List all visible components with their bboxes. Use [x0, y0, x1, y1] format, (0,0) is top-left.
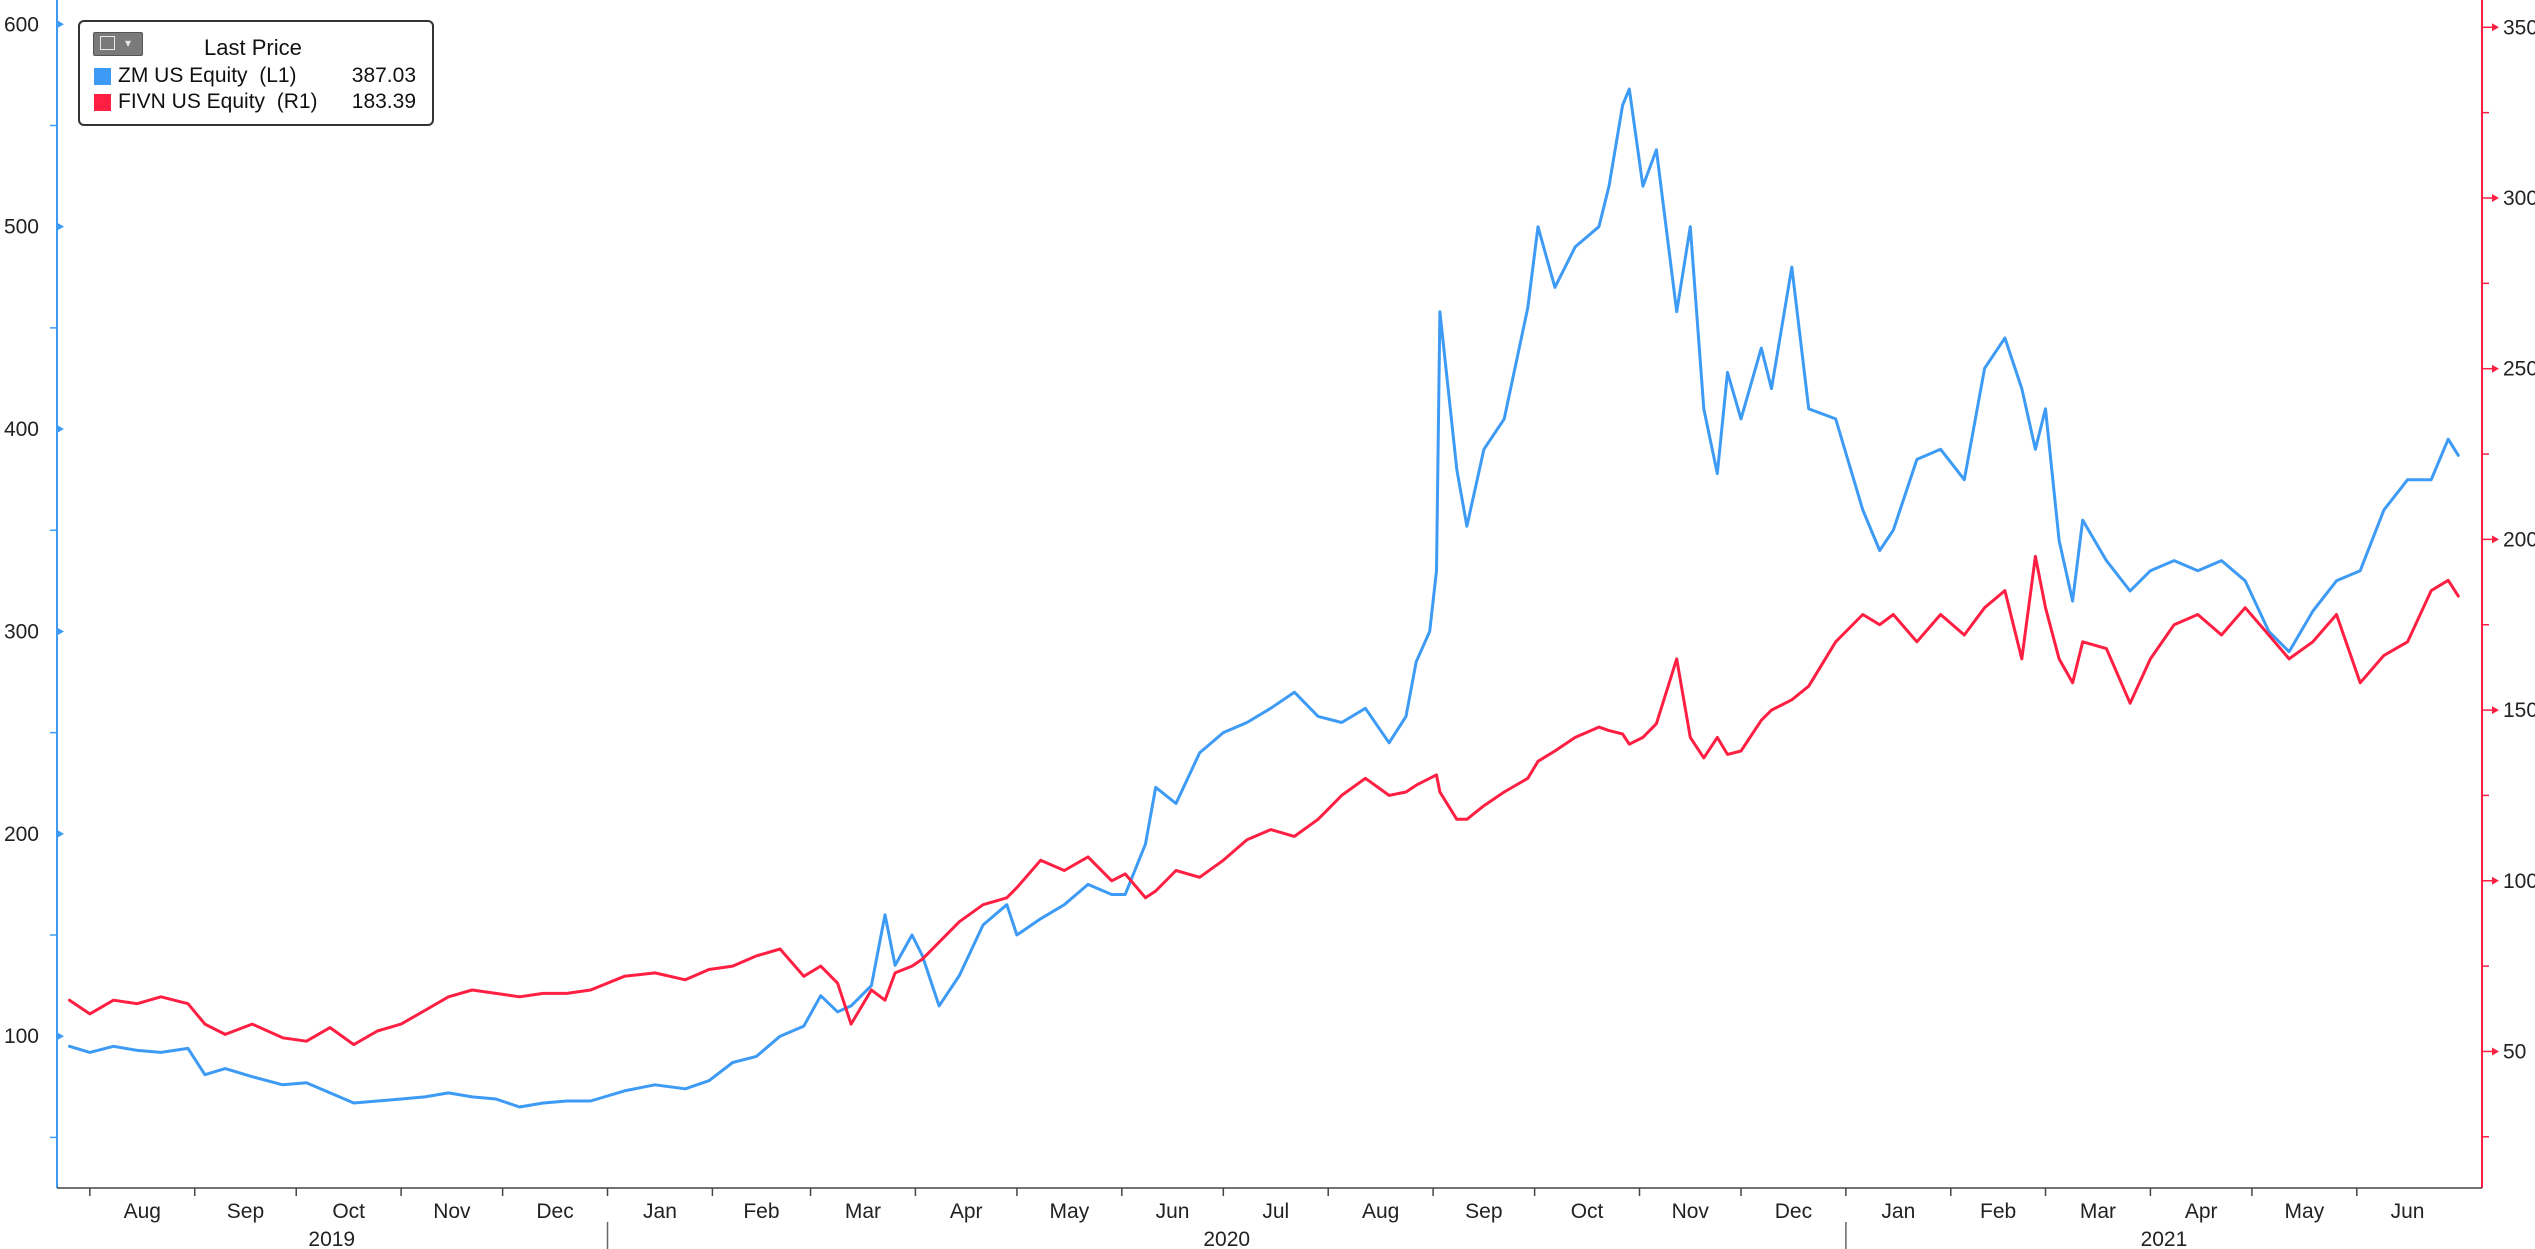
x-month-label: Mar	[2080, 1200, 2116, 1223]
y-right-tick-mark	[2492, 535, 2499, 544]
x-month-label: Aug	[1362, 1200, 1399, 1223]
x-month-label: Oct	[1571, 1200, 1604, 1223]
x-month-label: Dec	[1775, 1200, 1812, 1223]
x-year-label: 2019	[308, 1228, 355, 1249]
y-left-tick-label: 100	[4, 1025, 39, 1048]
x-month-label: Sep	[1465, 1200, 1502, 1223]
legend-swatch-zm	[94, 68, 111, 85]
x-month-label: Jan	[643, 1200, 677, 1223]
y-right-tick-label: 300	[2503, 187, 2535, 210]
x-month-label: Oct	[332, 1200, 365, 1223]
legend: ▾ Last Price ZM US Equity (L1) 387.03 FI…	[78, 20, 434, 126]
x-month-label: Jan	[1881, 1200, 1915, 1223]
y-right-tick-label: 200	[2503, 528, 2535, 551]
axes-layer: 100 200 300 400 500 600 50 100 150 200 250 300 350 Au…	[4, 0, 2535, 1249]
legend-series-name: ZM US Equity (L1)	[118, 64, 297, 87]
y-left-tick-mark	[57, 425, 64, 434]
series-line-zm	[68, 87, 2460, 1109]
y-left-tick-label: 200	[4, 823, 39, 846]
x-month-label: Nov	[433, 1200, 471, 1223]
x-month-label: May	[2285, 1200, 2325, 1223]
legend-series-value: 183.39	[351, 90, 416, 113]
y-left-tick-label: 500	[4, 216, 39, 239]
series-line-fivn	[68, 554, 2460, 1047]
x-month-label: Sep	[227, 1200, 264, 1223]
series-layer	[68, 87, 2460, 1109]
y-left-tick-mark	[57, 20, 64, 29]
dropdown-caret-icon: ▾	[125, 36, 132, 50]
y-left-tick-mark	[57, 829, 64, 838]
x-month-label: Feb	[743, 1200, 779, 1223]
y-right-tick-label: 250	[2503, 358, 2535, 381]
legend-item-zm: ZM US Equity (L1) 387.03	[94, 64, 424, 88]
x-year-label: 2020	[1203, 1228, 1250, 1249]
y-right-tick-label: 350	[2503, 16, 2535, 39]
x-month-label: Mar	[845, 1200, 881, 1223]
y-left-tick-mark	[57, 1032, 64, 1041]
y-right-tick-label: 150	[2503, 699, 2535, 722]
legend-title: Last Price	[204, 35, 302, 60]
y-right-tick-label: 100	[2503, 870, 2535, 893]
y-left-tick-mark	[57, 627, 64, 636]
x-month-label: Aug	[124, 1200, 161, 1223]
y-right-tick-mark	[2492, 706, 2499, 715]
legend-swatch-fivn	[94, 94, 111, 111]
y-left-tick-label: 600	[4, 13, 39, 36]
legend-options-button[interactable]: ▾	[93, 32, 143, 56]
x-month-label: Dec	[536, 1200, 573, 1223]
x-year-label: 2021	[2141, 1228, 2188, 1249]
y-right-tick-mark	[2492, 194, 2499, 202]
x-month-label: May	[1050, 1200, 1090, 1223]
x-month-label: Apr	[2185, 1200, 2218, 1223]
y-left-tick-label: 400	[4, 418, 39, 441]
legend-series-value: 387.03	[351, 64, 416, 87]
y-right-tick-mark	[2492, 876, 2499, 885]
legend-item-fivn: FIVN US Equity (R1) 183.39	[94, 90, 424, 114]
x-month-label: Apr	[950, 1200, 983, 1223]
x-month-label: Nov	[1672, 1200, 1710, 1223]
y-right-tick-mark	[2492, 23, 2499, 32]
x-month-label: Jun	[2391, 1200, 2425, 1223]
y-left-tick-label: 300	[4, 620, 39, 643]
y-right-tick-mark	[2492, 364, 2499, 373]
y-right-tick-label: 50	[2503, 1040, 2526, 1063]
x-month-label: Jul	[1262, 1200, 1289, 1223]
x-month-label: Feb	[1980, 1200, 2016, 1223]
chart-icon	[100, 36, 115, 50]
y-left-tick-mark	[57, 222, 64, 231]
legend-series-name: FIVN US Equity (R1)	[118, 90, 318, 113]
x-month-label: Jun	[1156, 1200, 1190, 1223]
y-right-tick-mark	[2492, 1047, 2499, 1056]
